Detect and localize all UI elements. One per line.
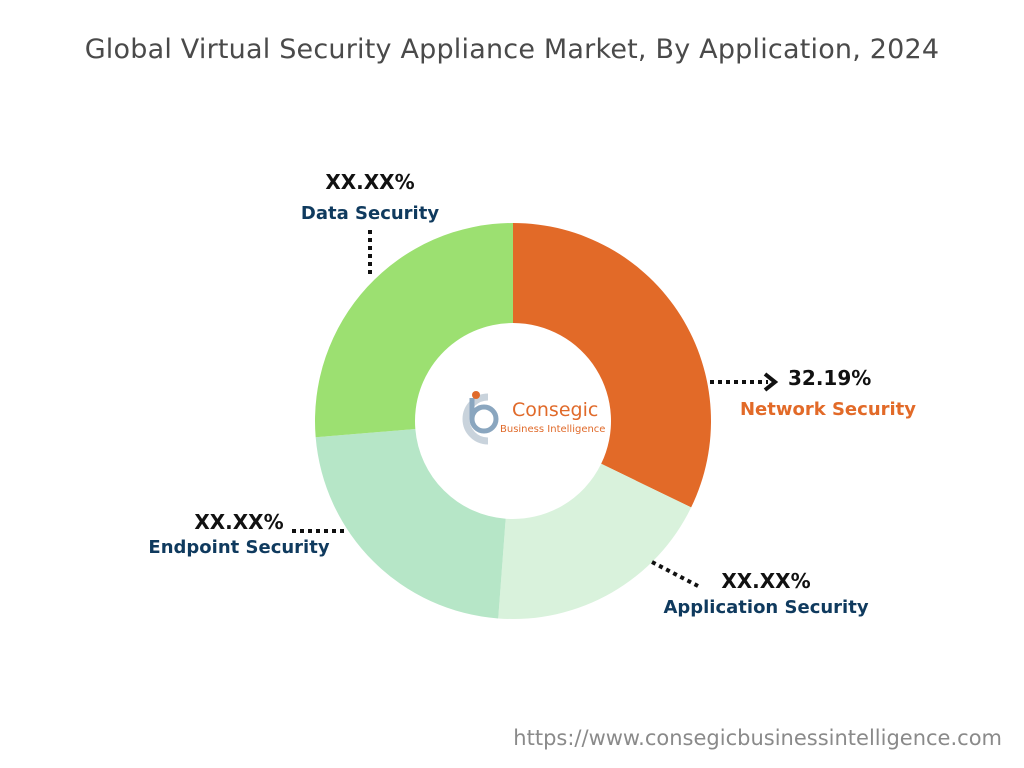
network-security-value: 32.19% <box>788 366 871 390</box>
endpoint-security-label: Endpoint Security <box>148 537 329 558</box>
donut-slice-endpoint-security <box>315 429 506 619</box>
application-security-label: Application Security <box>663 597 868 618</box>
endpoint-security-value: XX.XX% <box>194 510 283 534</box>
application-security-value: XX.XX% <box>721 569 810 593</box>
logo-subtitle: Business Intelligence <box>500 424 605 435</box>
leader-application-security <box>651 560 699 588</box>
logo-name: Consegic <box>512 399 598 421</box>
donut-slice-application-security <box>498 463 692 619</box>
center-logo: Consegic Business Intelligence <box>462 391 605 445</box>
logo-mark-icon <box>462 391 499 445</box>
chart-title: Global Virtual Security Appliance Market… <box>84 34 940 65</box>
footer-url[interactable]: https://www.consegicbusinessintelligence… <box>513 726 1002 750</box>
data-security-label: Data Security <box>301 203 439 224</box>
network-security-label: Network Security <box>740 399 916 420</box>
donut-slices <box>315 223 712 619</box>
leader-lines <box>292 230 768 588</box>
donut-slice-data-security <box>315 223 513 438</box>
arrow-head-icon <box>763 372 779 392</box>
donut-slice-network-security <box>513 223 712 508</box>
data-security-value: XX.XX% <box>325 170 414 194</box>
